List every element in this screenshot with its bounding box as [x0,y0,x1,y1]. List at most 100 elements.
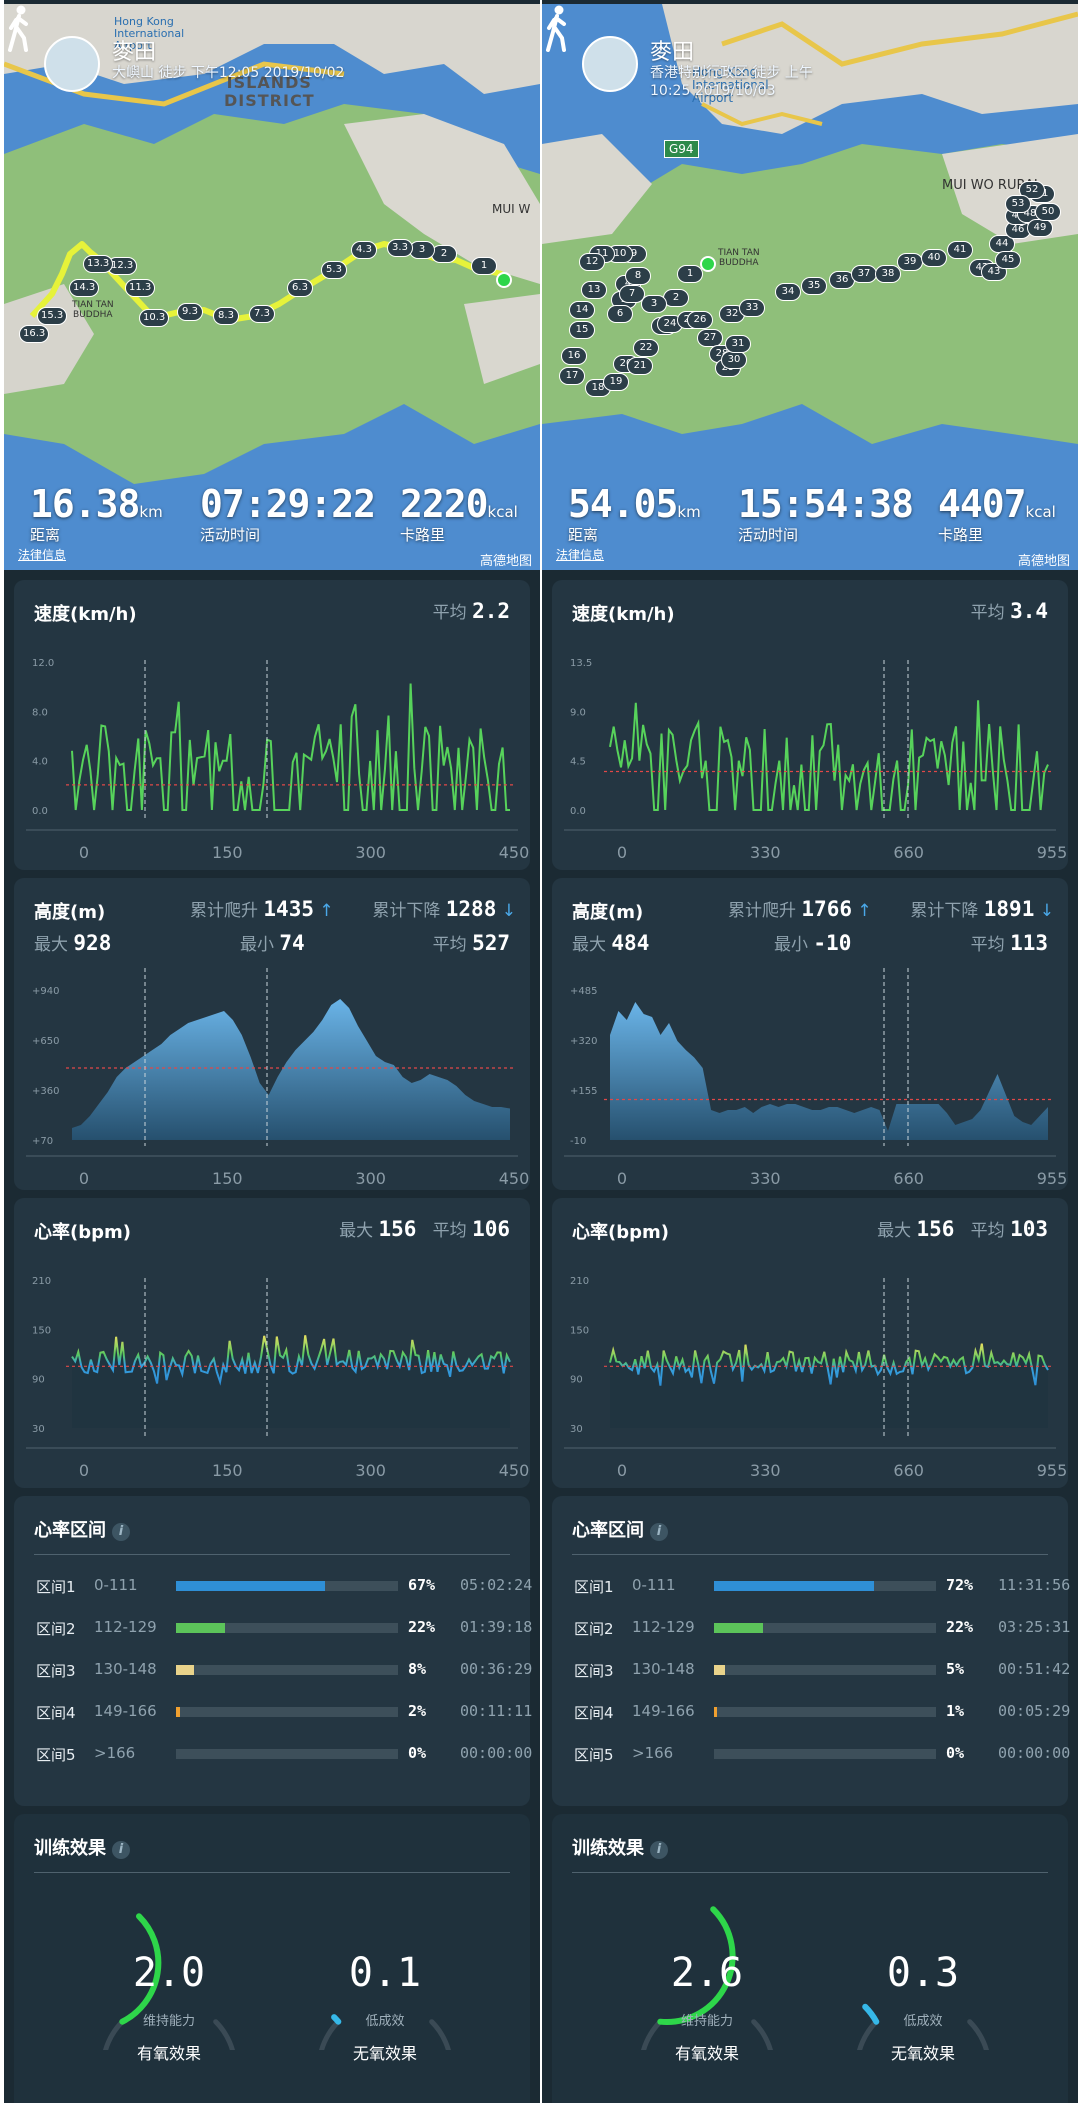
zone-bar [176,1581,398,1591]
avatar[interactable] [44,36,100,92]
zone-bar [714,1623,936,1633]
aerobic-desc: 维持能力 [680,2014,733,2029]
zone-range: >166 [632,1744,674,1762]
heart-zone-row: 区间3 130-148 5% 00:51:42 [574,1658,1070,1682]
divider [572,1554,1048,1555]
zone-time: 03:25:31 [998,1618,1071,1636]
speed-line [71,683,510,811]
zone-time: 05:02:24 [460,1576,533,1594]
y-tick-label: -10 [570,1136,586,1147]
route-marker: 10.3 [139,309,170,327]
speed-card: 速度(km/h) 平均 3.4 13.5 9.0 4.5 0.0 0 330 660 955 [552,580,1068,870]
speed-chart: 12.0 8.0 4.0 0.0 0 150 300 450 [26,658,529,862]
x-tick-label: 330 [750,1169,781,1188]
anaerobic-gauge [319,2014,451,2050]
map-canvas [4,4,540,570]
x-tick-label: 300 [355,1461,386,1480]
altitude-min: 最小 -10 [774,931,852,955]
heart-zone-row: 区间2 112-129 22% 01:39:18 [36,1616,532,1640]
heart-zone-row: 区间1 0-111 67% 05:02:24 [36,1574,532,1598]
heart-zone-row: 区间1 0-111 72% 11:31:56 [574,1574,1070,1598]
route-map[interactable]: ISLANDS DISTRICT Hong Kong International… [4,4,540,570]
altitude-average: 平均 527 [432,931,510,955]
route-marker: 27 [697,329,723,347]
zone-percent: 8% [408,1660,427,1678]
map-label-airport: Hong Kong International Airport [114,15,185,52]
zone-name: 区间4 [36,1704,76,1722]
heart-zone-row: 区间2 112-129 22% 03:25:31 [574,1616,1070,1640]
route-marker: 12 [579,253,605,271]
info-icon[interactable]: i [112,1523,130,1541]
hiking-icon [546,5,566,52]
route-marker: 3 [641,295,667,313]
zone-name: 区间3 [574,1662,614,1680]
altitude-title: 高度(m) [34,902,106,923]
heart-rate-title: 心率(bpm) [34,1222,131,1243]
zone-time: 00:11:11 [460,1702,533,1720]
route-marker: 15.3 [37,307,68,325]
y-tick-label: +940 [32,986,59,997]
x-tick-label: 330 [750,843,781,862]
info-icon[interactable]: i [650,1523,668,1541]
zone-percent: 1% [946,1702,965,1720]
distance-stat: 16.38km 距离 [30,482,163,544]
x-tick-label: 955 [1037,843,1068,862]
heart-zones-title: 心率区间 i [572,1516,668,1542]
speed-title: 速度(km/h) [34,604,137,625]
route-marker: 16.3 [19,325,50,343]
route-marker: 7.3 [249,305,275,323]
zone-time: 00:51:42 [998,1660,1071,1678]
zone-bar-fill [176,1707,181,1717]
y-tick-label: 90 [570,1375,583,1386]
altitude-chart: +940 +650 +360 +70 0 150 300 450 [26,968,530,1188]
zone-bar [714,1581,936,1591]
route-marker: 50 [1035,203,1061,221]
road-sign-g94: G94 [664,140,699,158]
heart-zone-row: 区间4 149-166 1% 00:05:29 [574,1700,1070,1724]
x-tick-label: 450 [499,1169,530,1188]
x-tick-label: 150 [212,843,243,862]
aerobic-desc: 维持能力 [142,2014,195,2029]
x-tick-label: 150 [212,1169,243,1188]
route-marker: 14 [569,301,595,319]
route-marker: 3.3 [387,239,413,257]
info-icon[interactable]: i [112,1841,130,1859]
x-tick-label: 955 [1037,1169,1068,1188]
zone-range: 130-148 [94,1660,157,1678]
x-tick-label: 660 [893,1169,924,1188]
route-marker: 14.3 [69,279,100,297]
info-icon[interactable]: i [650,1841,668,1859]
heart-rate-line [609,1343,1049,1386]
x-tick-label: 660 [893,1461,924,1480]
legal-link[interactable]: 法律信息 [556,548,605,562]
heart-rate-card: 心率(bpm) 最大 156 平均 103 210 150 90 30 0 330 660 9… [552,1198,1068,1488]
altitude-max: 最大 484 [572,931,650,955]
zone-range: 149-166 [632,1702,695,1720]
route-marker: 8 [625,267,651,285]
speed-average: 平均 3.4 [970,599,1048,623]
zone-bar [176,1623,398,1633]
route-marker: 34 [775,283,801,301]
route-marker: 22 [633,339,659,357]
altitude-card: 高度(m) 累计爬升 1766 ↑ 累计下降 1891 ↓ 最大 484 最小 … [552,878,1068,1190]
route-marker: 12.3 [107,257,138,275]
speed-title: 速度(km/h) [572,604,675,625]
y-tick-label: 0.0 [570,806,586,817]
zone-name: 区间1 [36,1578,76,1596]
zone-name: 区间5 [574,1746,614,1764]
x-tick-label: 660 [893,843,924,862]
legal-link[interactable]: 法律信息 [18,548,67,562]
altitude-card: 高度(m) 累计爬升 1435 ↑ 累计下降 1288 ↓ 最大 928 最小 … [14,878,530,1190]
y-tick-label: 150 [32,1325,51,1336]
speed-line [609,700,1049,811]
avatar[interactable] [582,36,638,92]
altitude-min: 最小 74 [240,931,305,955]
altitude-area [610,1002,1048,1140]
route-map[interactable]: Hong Kong International Airport TIAN TAN… [542,4,1078,570]
map-label-buddha: TIAN TAN BUDDHA [72,300,114,320]
heart-rate-area [72,1335,510,1428]
x-tick-label: 300 [355,843,386,862]
aerobic-gauge [641,1906,773,2050]
workout-detail-left: ISLANDS DISTRICT Hong Kong International… [4,0,540,2103]
zone-range: 0-111 [94,1576,138,1594]
